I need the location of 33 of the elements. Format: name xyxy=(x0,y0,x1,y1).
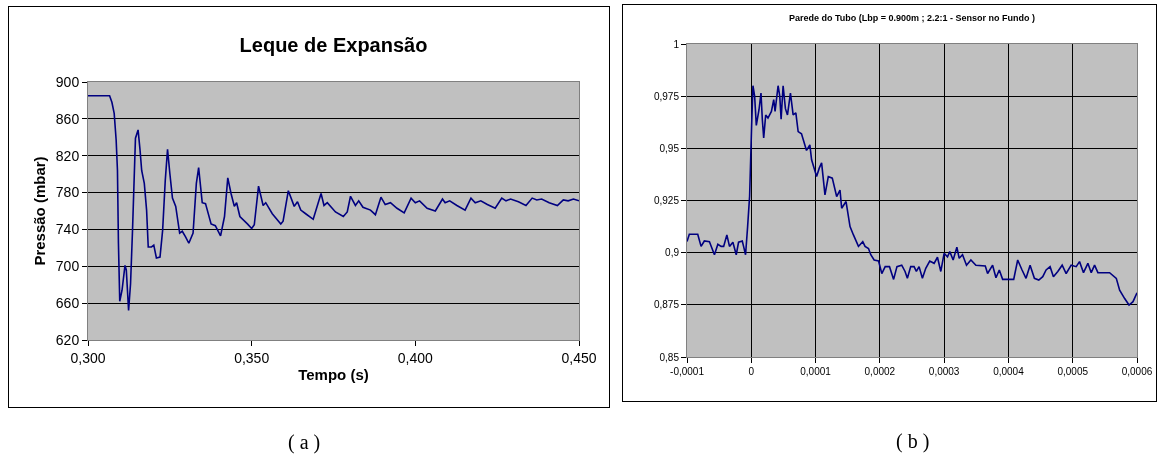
y-tick-label: 0,875 xyxy=(653,299,680,311)
y-axis-title: Pressão (mbar) xyxy=(31,156,49,266)
y-tick-label: 0,925 xyxy=(653,195,680,206)
text: ( a ) xyxy=(288,431,321,454)
x-tick-label: 0 xyxy=(748,366,755,377)
text: ( b ) xyxy=(896,430,930,453)
x-tick-label: 0,0001 xyxy=(800,366,832,377)
y-tick-label: 1 xyxy=(673,38,680,50)
chart-title: Leque de Expansão xyxy=(239,34,428,56)
x-tick-label: 0,400 xyxy=(397,349,434,366)
y-tick-label: 740 xyxy=(55,221,80,238)
x-tick-label: 0,450 xyxy=(561,349,597,366)
chart-title: Parede do Tubo (Lbp = 0.900m ; 2.2:1 - Sensor no Fundo ) xyxy=(788,13,1036,24)
x-tick-label: -0,0001 xyxy=(670,366,705,377)
y-tick-label: 0,95 xyxy=(659,142,680,154)
y-tick-label: 820 xyxy=(55,147,80,164)
x-tick-label: 0,0003 xyxy=(928,366,960,377)
y-tick-label: 860 xyxy=(55,110,80,127)
y-tick-label: 780 xyxy=(55,184,80,201)
y-tick-label: 900 xyxy=(55,73,80,90)
y-tick-label: 620 xyxy=(55,331,80,348)
y-tick-label: 0,85 xyxy=(659,351,680,363)
y-tick-label: 0,9 xyxy=(665,247,680,259)
x-axis-title: Tempo (s) xyxy=(298,365,369,383)
x-tick-label: 0,0004 xyxy=(993,366,1025,377)
x-tick-label: 0,300 xyxy=(70,349,106,366)
x-tick-label: 0,0002 xyxy=(864,366,896,377)
x-tick-label: 0,350 xyxy=(234,349,270,366)
y-tick-label: 660 xyxy=(55,295,80,312)
y-tick-label: 700 xyxy=(55,258,80,275)
x-tick-label: 0,0005 xyxy=(1057,366,1089,377)
x-tick-label: 0,0006 xyxy=(1121,366,1153,377)
y-tick-label: 0,975 xyxy=(653,90,680,102)
